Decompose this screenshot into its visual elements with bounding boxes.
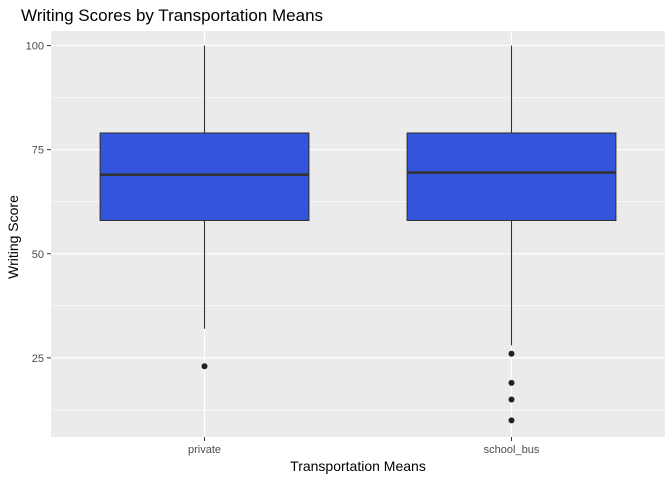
- x-axis: private school_bus: [188, 437, 540, 456]
- box-series: [99, 45, 617, 424]
- y-tick-label: 100: [26, 41, 44, 53]
- box-iqr: [99, 132, 310, 222]
- x-tick-label: school_bus: [484, 444, 540, 456]
- y-axis: 25 50 75 100: [26, 41, 51, 365]
- outlier-point: [508, 417, 515, 424]
- box-school_bus: [406, 45, 617, 424]
- x-tick-label: private: [188, 444, 221, 456]
- plot-panel: [51, 31, 665, 437]
- outlier-point: [508, 350, 515, 357]
- outlier-point: [201, 363, 208, 370]
- box-iqr: [406, 132, 617, 222]
- y-axis-title: Writing Score: [5, 195, 21, 279]
- y-tick-label: 50: [32, 249, 44, 261]
- box-private: [99, 45, 310, 370]
- y-tick-label: 25: [32, 353, 44, 365]
- outlier-point: [508, 396, 515, 403]
- x-axis-title: Transportation Means: [290, 458, 426, 474]
- outlier-point: [508, 379, 515, 386]
- chart-title: Writing Scores by Transportation Means: [21, 6, 323, 25]
- y-tick-label: 75: [32, 145, 44, 157]
